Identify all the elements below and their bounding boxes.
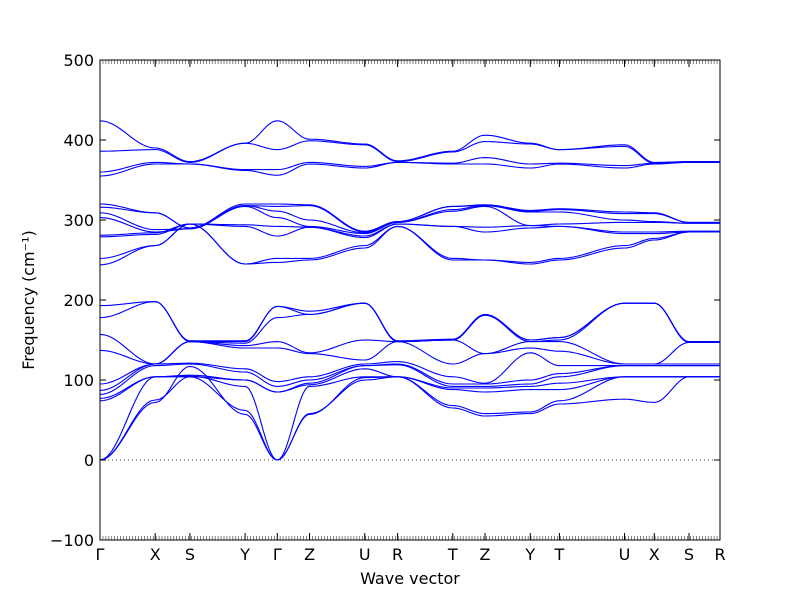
band-series-group [100,120,720,461]
y-tick-label: 200 [63,291,94,310]
x-tick-label-γ: Γ [273,545,282,564]
x-tick-label-t: T [447,545,458,564]
x-tick-label-u: U [619,545,631,564]
y-tick-label: 100 [63,371,94,390]
x-tick-label-z: Z [480,545,491,564]
y-tick-label: −100 [50,531,94,550]
band-line-22 [100,157,720,173]
x-tick-label-r: R [392,545,403,564]
y-axis-label: Frequency (cm⁻¹) [19,230,38,369]
band-line-20 [100,203,720,232]
x-tick-label-s: S [684,545,694,564]
band-line-14 [100,223,720,265]
x-tick-label-x: X [150,545,161,564]
x-tick-label-y: Y [524,545,535,564]
band-line-24 [100,120,720,163]
band-line-16 [100,223,720,237]
y-tick-label: 500 [63,51,94,70]
band-line-1 [100,365,720,461]
band-line-12 [100,301,720,343]
x-tick-label-s: S [185,545,195,564]
y-axis-ticks: −100 0 100 200 300 400 500 [50,51,720,550]
x-tick-label-z: Z [304,545,315,564]
band-line-4 [100,368,720,402]
x-tick-label-x: X [649,545,660,564]
x-tick-label-r: R [714,545,725,564]
plot-frame [99,59,721,541]
x-tick-label-u: U [359,545,371,564]
band-line-7 [100,352,720,391]
x-axis-label: Wave vector [360,569,460,588]
y-tick-label: 0 [84,451,94,470]
y-tick-label: 300 [63,211,94,230]
x-tick-label-γ: Γ [96,545,105,564]
x-tick-label-t: T [554,545,565,564]
y-tick-label: 400 [63,131,94,150]
x-tick-label-y: Y [239,545,250,564]
